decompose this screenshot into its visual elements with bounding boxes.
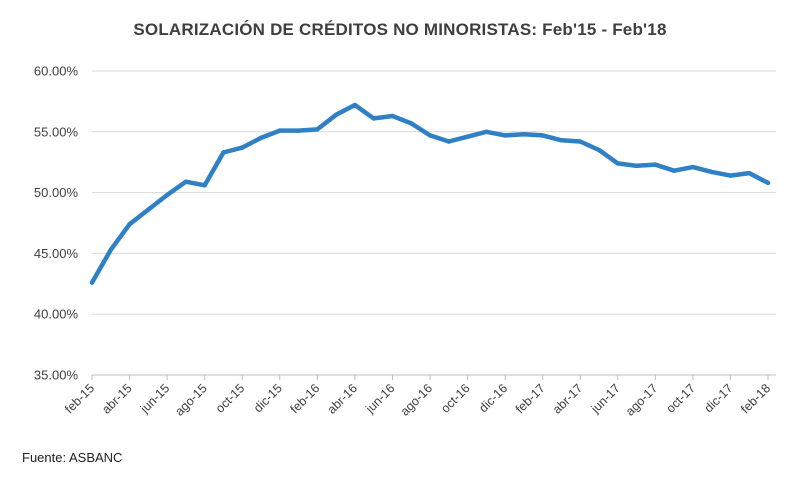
y-tick-label: 40.00% [34,307,79,322]
data-point [108,247,113,252]
data-point [559,138,564,143]
data-point [653,162,658,167]
x-tick-label: oct-17 [664,381,698,415]
data-point [164,192,170,198]
gridlines [92,70,776,315]
x-tick-label: abr-17 [550,381,585,416]
data-point [258,135,264,141]
y-axis-tick-labels: 35.00% 40.00% 45.00% 50.00% 55.00% 60.00% [34,64,79,383]
x-tick-label: dic-16 [476,381,510,415]
x-tick-label: abr-15 [99,381,134,416]
data-point [502,133,508,138]
data-point [484,129,489,134]
x-tick-label: feb-18 [738,381,773,416]
x-tick-label: oct-15 [213,381,247,415]
y-tick-label: 50.00% [34,185,79,200]
data-point [596,147,602,153]
data-point [634,163,639,169]
x-tick-label: feb-17 [513,381,548,416]
series-layer [89,102,771,285]
data-point [747,170,752,176]
y-tick-label: 55.00% [34,124,79,139]
data-point [333,112,339,117]
data-point [446,139,451,144]
x-tick-label: ago-16 [398,381,435,418]
y-tick-label: 60.00% [34,64,79,79]
data-point [221,150,226,155]
x-axis-tick-labels: feb-15 abr-15 jun-15 ago-15 oct-15 dic-15 feb-… [62,381,773,418]
data-point [390,113,395,119]
data-point [146,207,151,212]
data-point [371,116,376,121]
data-point [671,168,677,173]
data-point [127,222,132,227]
data-point [315,127,320,132]
data-point [690,164,696,170]
x-tick-label: dic-15 [251,381,285,415]
data-point [615,161,620,166]
data-point [709,169,714,175]
data-point [540,133,545,138]
data-point [240,145,245,150]
y-tick-label: 35.00% [34,368,79,383]
data-point [427,133,433,138]
data-point [296,128,301,133]
data-point [277,128,282,133]
chart-title: SOLARIZACIÓN DE CRÉDITOS NO MINORISTAS: … [133,20,667,39]
y-tick-label: 45.00% [34,246,79,261]
x-tick-label: feb-15 [62,381,97,416]
data-point [521,132,527,137]
x-tick-label: jun-17 [588,381,623,416]
data-point [578,139,583,144]
data-point [202,183,207,188]
data-point [765,180,771,186]
x-axis [91,374,776,380]
data-point [89,280,95,285]
x-tick-label: ago-17 [623,381,660,418]
data-point [409,121,414,126]
x-tick-label: ago-15 [172,381,209,418]
x-tick-label: feb-16 [287,381,322,416]
data-point [465,134,470,139]
data-point [183,179,189,184]
source-note: Fuente: ASBANC [22,450,123,465]
x-tick-label: abr-16 [325,381,360,416]
x-tick-label: jun-15 [137,381,172,416]
x-tick-label: dic-17 [702,381,736,415]
data-point [728,173,733,178]
data-point [352,102,358,108]
x-tick-label: oct-16 [438,381,472,415]
x-tick-label: jun-16 [362,381,397,416]
